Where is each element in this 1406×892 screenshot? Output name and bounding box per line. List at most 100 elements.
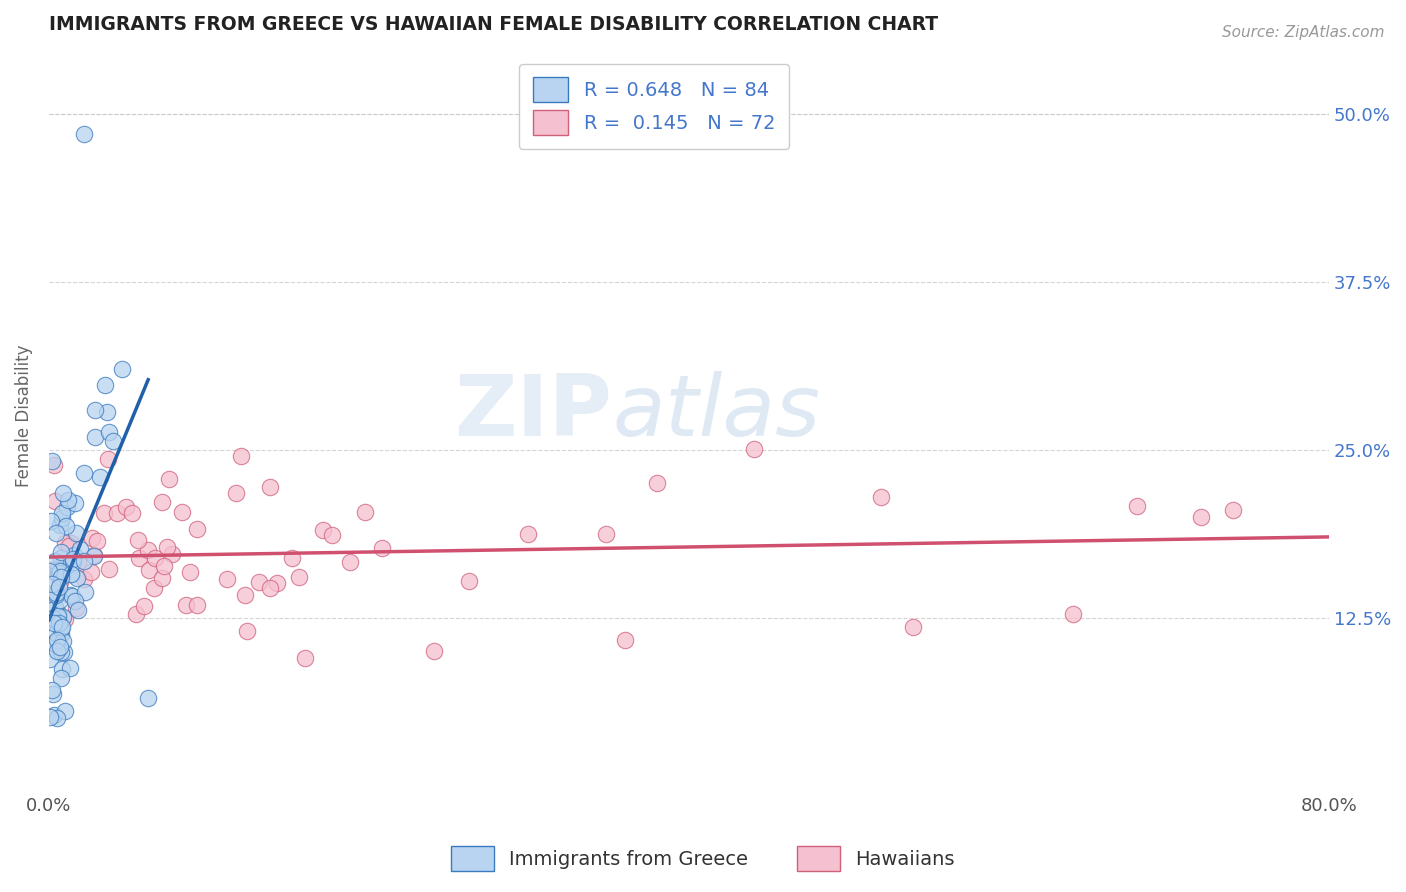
Point xyxy=(247,574,270,589)
Point xyxy=(39,515,62,529)
Point xyxy=(46,568,69,582)
Point xyxy=(48,580,70,594)
Point xyxy=(53,704,76,718)
Point xyxy=(58,539,80,553)
Point xyxy=(73,466,96,480)
Point xyxy=(353,505,375,519)
Point xyxy=(38,564,60,578)
Point xyxy=(58,661,80,675)
Point xyxy=(58,493,80,508)
Point xyxy=(142,582,165,596)
Point xyxy=(52,486,75,500)
Point xyxy=(51,511,73,525)
Point xyxy=(60,536,83,550)
Point xyxy=(339,555,361,569)
Point xyxy=(59,588,82,602)
Point xyxy=(125,607,148,621)
Point xyxy=(41,454,63,468)
Text: ZIP: ZIP xyxy=(454,371,612,454)
Point xyxy=(42,688,65,702)
Point xyxy=(96,404,118,418)
Point xyxy=(69,542,91,557)
Point xyxy=(53,536,76,550)
Point xyxy=(44,600,66,615)
Point xyxy=(62,555,84,569)
Point xyxy=(39,652,62,666)
Point xyxy=(66,571,89,585)
Point xyxy=(645,476,668,491)
Point xyxy=(51,506,73,520)
Point xyxy=(44,554,66,568)
Point xyxy=(1126,499,1149,513)
Point xyxy=(49,551,72,566)
Point xyxy=(55,519,77,533)
Point xyxy=(80,565,103,579)
Point xyxy=(111,361,134,376)
Point xyxy=(44,562,66,576)
Point xyxy=(41,612,63,626)
Point xyxy=(60,589,83,603)
Point xyxy=(45,566,67,580)
Point xyxy=(67,555,90,569)
Point xyxy=(46,615,69,629)
Text: Source: ZipAtlas.com: Source: ZipAtlas.com xyxy=(1222,25,1385,40)
Point xyxy=(44,611,66,625)
Point xyxy=(1189,509,1212,524)
Point xyxy=(128,551,150,566)
Point xyxy=(97,452,120,467)
Point xyxy=(97,425,120,440)
Point xyxy=(46,563,69,577)
Point xyxy=(186,522,208,536)
Point xyxy=(266,576,288,591)
Point xyxy=(46,606,69,620)
Point xyxy=(49,622,72,636)
Point xyxy=(170,505,193,519)
Point xyxy=(48,566,70,581)
Point xyxy=(60,566,83,581)
Y-axis label: Female Disability: Female Disability xyxy=(15,345,32,487)
Point xyxy=(517,526,540,541)
Point xyxy=(179,566,201,580)
Point xyxy=(51,626,73,640)
Point xyxy=(259,479,281,493)
Point xyxy=(84,403,107,417)
Point xyxy=(41,682,63,697)
Point xyxy=(150,495,173,509)
Point xyxy=(294,650,316,665)
Point xyxy=(49,545,72,559)
Point xyxy=(62,548,84,562)
Point xyxy=(143,550,166,565)
Point xyxy=(46,609,69,624)
Point xyxy=(83,549,105,563)
Point xyxy=(52,609,75,624)
Point xyxy=(127,533,149,547)
Point xyxy=(93,506,115,520)
Point xyxy=(42,458,65,472)
Point xyxy=(132,599,155,614)
Point xyxy=(613,633,636,648)
Point xyxy=(105,506,128,520)
Point xyxy=(51,620,73,634)
Point xyxy=(259,581,281,595)
Point xyxy=(186,598,208,612)
Point xyxy=(233,588,256,602)
Point xyxy=(39,595,62,609)
Point xyxy=(39,709,62,723)
Point xyxy=(48,564,70,578)
Point xyxy=(423,644,446,658)
Point xyxy=(287,570,309,584)
Point xyxy=(136,691,159,706)
Point xyxy=(45,588,67,602)
Point xyxy=(44,493,66,508)
Point xyxy=(63,495,86,509)
Point xyxy=(41,577,63,591)
Point xyxy=(52,645,75,659)
Point xyxy=(215,572,238,586)
Point xyxy=(63,594,86,608)
Point xyxy=(42,611,65,625)
Point xyxy=(42,616,65,631)
Point xyxy=(156,540,179,554)
Point xyxy=(48,593,70,607)
Point xyxy=(371,541,394,556)
Point xyxy=(42,636,65,650)
